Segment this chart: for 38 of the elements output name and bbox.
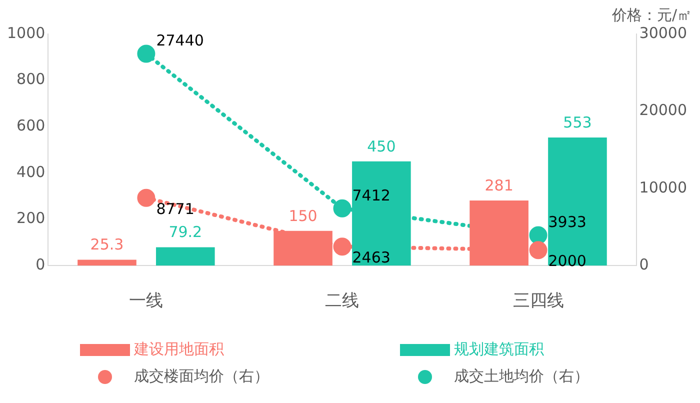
legend-label: 规划建筑面积 — [454, 340, 544, 359]
y2-tick-label: 20000 — [639, 101, 687, 120]
point — [137, 44, 156, 63]
legend-label: 建设用地面积 — [134, 340, 224, 359]
data-label: 8771 — [156, 200, 194, 218]
x-tick-label: 三四线 — [512, 291, 564, 312]
y-tick-label: 600 — [16, 116, 46, 135]
y2-tick-label: 0 — [639, 255, 649, 274]
data-label: 7412 — [352, 186, 390, 204]
data-label: 2000 — [548, 252, 586, 270]
data-label: 450 — [367, 137, 396, 156]
point — [137, 188, 156, 207]
data-label: 553 — [563, 113, 592, 132]
data-label: 25.3 — [90, 236, 124, 254]
y2-axis-title: 价格：元/㎡ — [610, 6, 692, 24]
y-tick-label: 400 — [16, 162, 46, 181]
data-label: 2463 — [352, 248, 390, 266]
bar — [156, 247, 215, 266]
data-label: 27440 — [156, 32, 204, 50]
y-tick-label: 1000 — [6, 24, 46, 42]
x-tick-label: 二线 — [325, 291, 360, 312]
point — [333, 238, 352, 256]
y-tick-label: 800 — [16, 70, 46, 88]
point — [529, 226, 548, 244]
y-tick-label: 0 — [36, 255, 46, 274]
point — [529, 241, 548, 260]
data-label: 3933 — [548, 213, 586, 232]
y2-tick-label: 10000 — [639, 178, 687, 196]
bar — [78, 260, 136, 266]
data-label: 79.2 — [168, 223, 202, 242]
legend-label: 成交土地均价（右） — [454, 367, 589, 386]
data-label: 281 — [484, 176, 514, 194]
x-tick-label: 一线 — [129, 291, 164, 312]
y-tick-label: 200 — [16, 209, 46, 228]
y2-tick-label: 30000 — [639, 24, 687, 42]
point — [333, 199, 352, 218]
data-label: 150 — [288, 206, 318, 225]
legend-label: 成交楼面均价（右） — [134, 367, 269, 386]
